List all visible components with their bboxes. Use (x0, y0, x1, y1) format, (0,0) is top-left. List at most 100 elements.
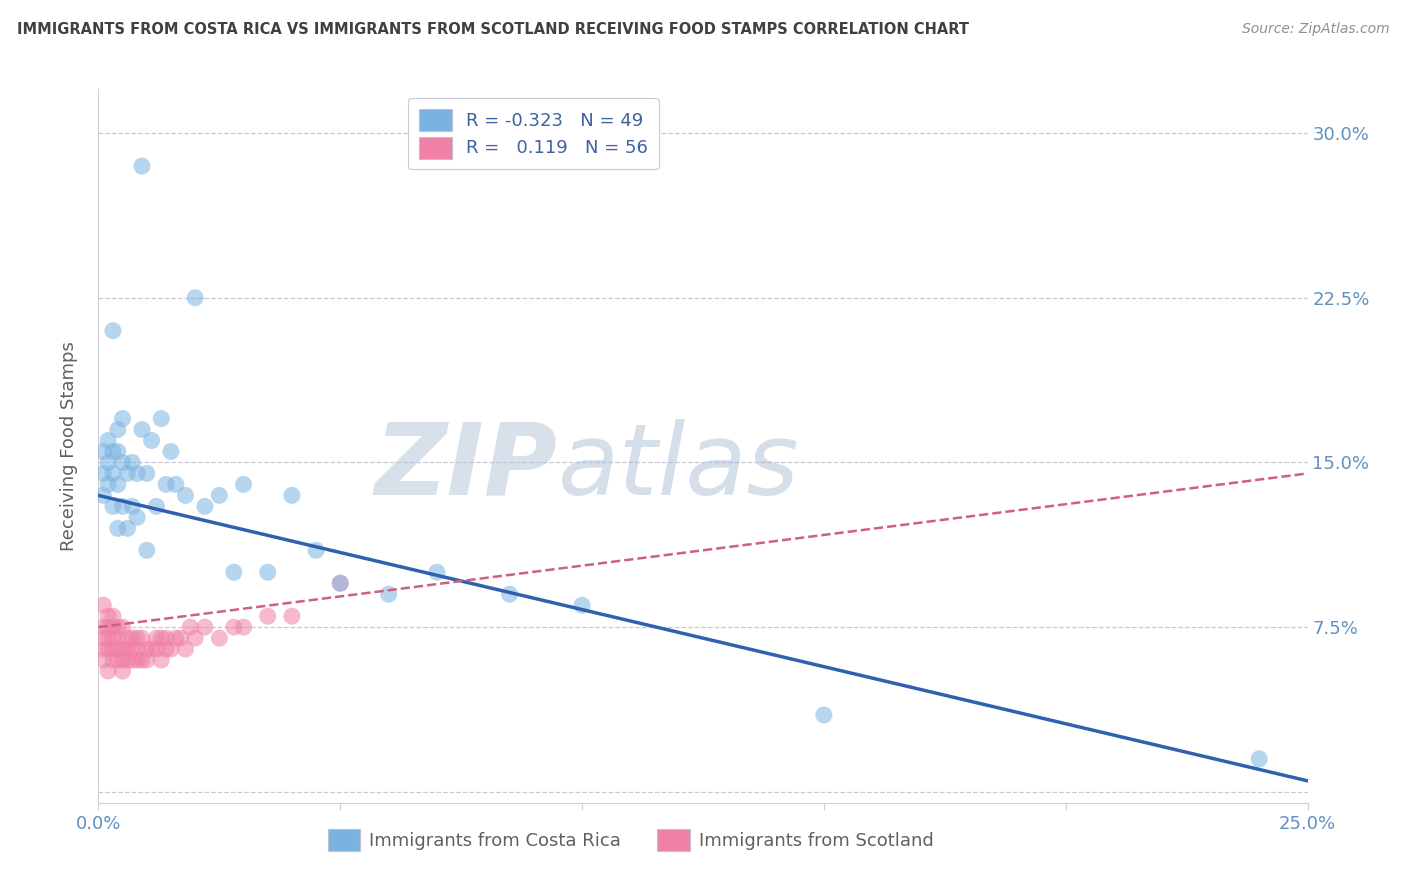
Point (498, 587, 520, 601)
Point (97, 434, 120, 448)
Point (127, 467, 149, 481)
Point (377, 587, 399, 601)
Point (165, 631, 187, 645)
Point (121, 631, 143, 645)
Point (91, 488, 114, 502)
Point (101, 467, 124, 481)
Point (135, 467, 157, 481)
Point (91, 631, 114, 645)
Point (222, 620, 245, 634)
Point (155, 477, 177, 491)
Point (91, 467, 114, 481)
Point (160, 642, 183, 657)
Text: ZIP: ZIP (375, 419, 558, 516)
Point (97, 477, 120, 491)
Point (208, 631, 231, 645)
Y-axis label: Receiving Food Stamps: Receiving Food Stamps (59, 341, 77, 551)
Point (145, 642, 167, 657)
Point (107, 653, 129, 667)
Point (141, 434, 163, 448)
Point (111, 411, 134, 425)
Point (222, 566, 245, 580)
Point (150, 631, 173, 645)
Point (97, 620, 120, 634)
Point (1249, 752, 1271, 766)
Point (256, 609, 278, 624)
Point (131, 653, 153, 667)
Text: atlas: atlas (558, 419, 800, 516)
Point (131, 159, 153, 173)
Point (127, 642, 149, 657)
Point (184, 291, 207, 305)
Point (127, 653, 149, 667)
Point (155, 642, 177, 657)
Point (155, 631, 177, 645)
Point (813, 708, 835, 723)
Point (107, 642, 129, 657)
Point (117, 467, 139, 481)
Point (101, 631, 124, 645)
Point (101, 609, 124, 624)
Point (91, 642, 114, 657)
Point (91, 598, 114, 612)
Point (101, 642, 124, 657)
Point (127, 631, 149, 645)
Point (174, 488, 197, 502)
Point (121, 653, 143, 667)
Point (160, 444, 183, 458)
Point (91, 620, 114, 634)
Point (571, 598, 593, 612)
Text: IMMIGRANTS FROM COSTA RICA VS IMMIGRANTS FROM SCOTLAND RECEIVING FOOD STAMPS COR: IMMIGRANTS FROM COSTA RICA VS IMMIGRANTS… (17, 22, 969, 37)
Point (117, 653, 139, 667)
Point (179, 620, 201, 634)
Point (91, 444, 114, 458)
Point (208, 488, 231, 502)
Point (97, 631, 120, 645)
Point (101, 653, 124, 667)
Point (121, 642, 143, 657)
Point (145, 631, 167, 645)
Point (135, 653, 157, 667)
Point (232, 477, 254, 491)
Point (256, 566, 278, 580)
Point (127, 510, 149, 524)
Point (101, 444, 124, 458)
Point (107, 444, 129, 458)
Point (426, 566, 449, 580)
Point (169, 631, 191, 645)
Point (111, 500, 134, 514)
Point (131, 631, 153, 645)
Point (194, 500, 217, 514)
Point (121, 500, 143, 514)
Point (131, 423, 153, 437)
Point (117, 521, 139, 535)
Point (184, 631, 207, 645)
Point (174, 642, 197, 657)
Point (101, 324, 124, 338)
Point (329, 576, 352, 591)
Point (305, 543, 328, 558)
Point (111, 620, 134, 634)
Point (111, 642, 134, 657)
Point (281, 609, 304, 624)
Legend: Immigrants from Costa Rica, Immigrants from Scotland: Immigrants from Costa Rica, Immigrants f… (321, 822, 941, 858)
Point (97, 664, 120, 678)
Point (107, 423, 129, 437)
Point (101, 500, 124, 514)
Point (117, 642, 139, 657)
Point (281, 488, 304, 502)
Point (111, 653, 134, 667)
Point (97, 642, 120, 657)
Text: Source: ZipAtlas.com: Source: ZipAtlas.com (1241, 22, 1389, 37)
Point (107, 521, 129, 535)
Point (232, 620, 254, 634)
Point (135, 543, 157, 558)
Point (97, 455, 120, 469)
Point (111, 664, 134, 678)
Point (141, 642, 163, 657)
Point (121, 455, 143, 469)
Point (135, 642, 157, 657)
Point (107, 620, 129, 634)
Point (107, 631, 129, 645)
Point (194, 620, 217, 634)
